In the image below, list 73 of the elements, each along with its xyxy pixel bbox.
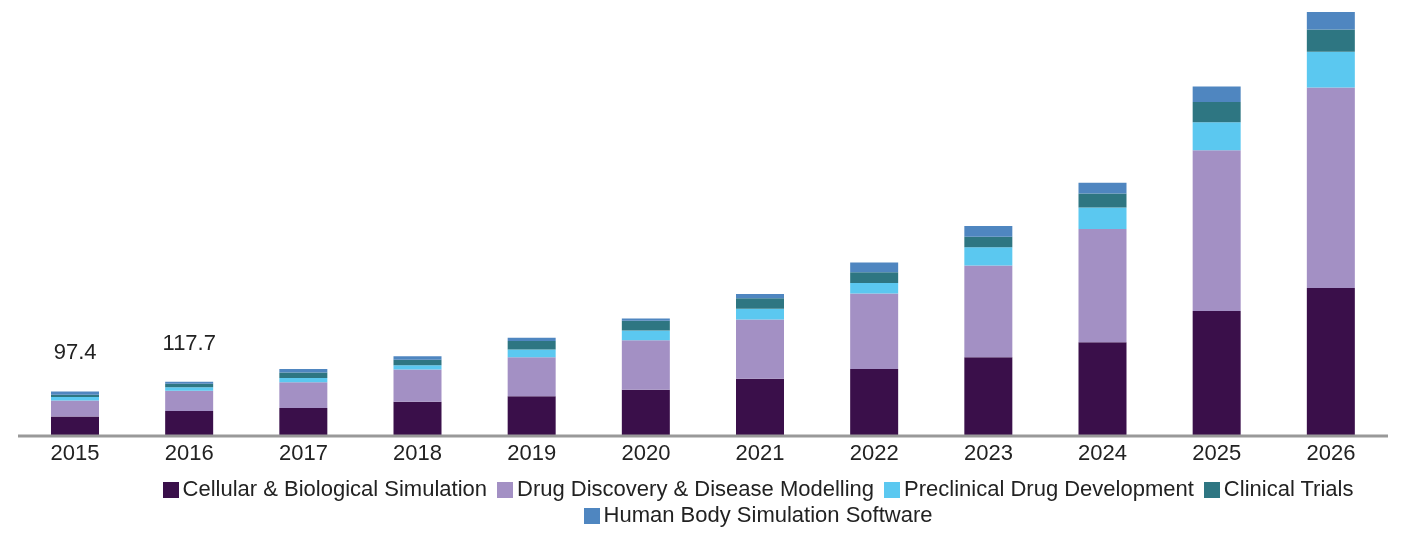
- bar: [279, 382, 328, 409]
- bar: [279, 408, 328, 436]
- bar: [736, 308, 784, 320]
- bar: [1306, 12, 1355, 30]
- bar: [1306, 29, 1355, 52]
- x-tick-label: 2019: [507, 439, 557, 465]
- legend-label: Human Body Simulation Software: [603, 502, 933, 527]
- x-tick-label: 2017: [278, 439, 328, 465]
- bar: [165, 387, 214, 391]
- bar: [393, 359, 442, 366]
- bar: [736, 319, 784, 379]
- legend-label: Cellular & Biological Simulation: [182, 476, 488, 501]
- bar: [1192, 122, 1241, 151]
- bar: [1192, 310, 1241, 436]
- legend-label: Preclinical Drug Development: [904, 476, 1194, 501]
- x-tick-label: 2025: [1192, 439, 1242, 465]
- x-tick-label: 2021: [735, 439, 785, 465]
- bar: [850, 262, 899, 273]
- bar: [165, 390, 214, 411]
- bar: [279, 372, 328, 378]
- bar: [964, 247, 1013, 266]
- bar: [964, 236, 1013, 248]
- bar: [736, 378, 784, 436]
- bar: [621, 318, 670, 321]
- bar: [1306, 288, 1355, 436]
- bar: [393, 365, 442, 370]
- bar: [964, 226, 1013, 237]
- bar: [51, 400, 99, 417]
- bar: [507, 357, 556, 397]
- bar: [507, 349, 556, 358]
- bar: [850, 369, 899, 436]
- bar: [393, 369, 442, 402]
- bar: [621, 340, 670, 390]
- bar: [850, 282, 899, 294]
- legend-label: Drug Discovery & Disease Modelling: [517, 476, 875, 501]
- x-tick-label: 2015: [50, 439, 100, 465]
- bar: [1078, 207, 1127, 230]
- x-tick-label: 2018: [393, 439, 443, 465]
- bar: [1078, 342, 1127, 436]
- x-tick-label: 2024: [1078, 439, 1128, 465]
- bar: [1078, 229, 1127, 343]
- bar: [621, 389, 670, 436]
- x-tick-label: 2020: [621, 439, 671, 465]
- bar: [279, 377, 328, 383]
- bar: [621, 320, 670, 331]
- annotation: 97.4: [53, 339, 97, 365]
- bar: [850, 272, 899, 283]
- x-tick-label: 2022: [849, 439, 899, 465]
- bar: [507, 396, 556, 436]
- bar: [393, 356, 442, 360]
- bar: [964, 265, 1013, 358]
- bar: [736, 298, 784, 309]
- x-tick-label: 2023: [963, 439, 1013, 465]
- legend-label: Clinical Trials: [1223, 476, 1354, 501]
- bar: [964, 357, 1013, 436]
- bar: [736, 293, 784, 299]
- x-tick-label: 2016: [164, 439, 214, 465]
- bar: [1078, 182, 1127, 194]
- bar: [393, 401, 442, 436]
- bar: [51, 416, 99, 436]
- bar: [507, 341, 556, 350]
- bar: [1078, 193, 1127, 208]
- bar: [1192, 150, 1241, 311]
- x-tick-label: 2026: [1306, 439, 1356, 465]
- bar: [1192, 101, 1241, 123]
- bar: [1306, 51, 1355, 88]
- bar: [1306, 87, 1355, 289]
- annotation: 117.7: [162, 329, 216, 355]
- bar: [1192, 86, 1241, 102]
- bar: [621, 330, 670, 341]
- bar: [165, 381, 214, 384]
- bar: [165, 410, 214, 436]
- bar: [850, 293, 899, 370]
